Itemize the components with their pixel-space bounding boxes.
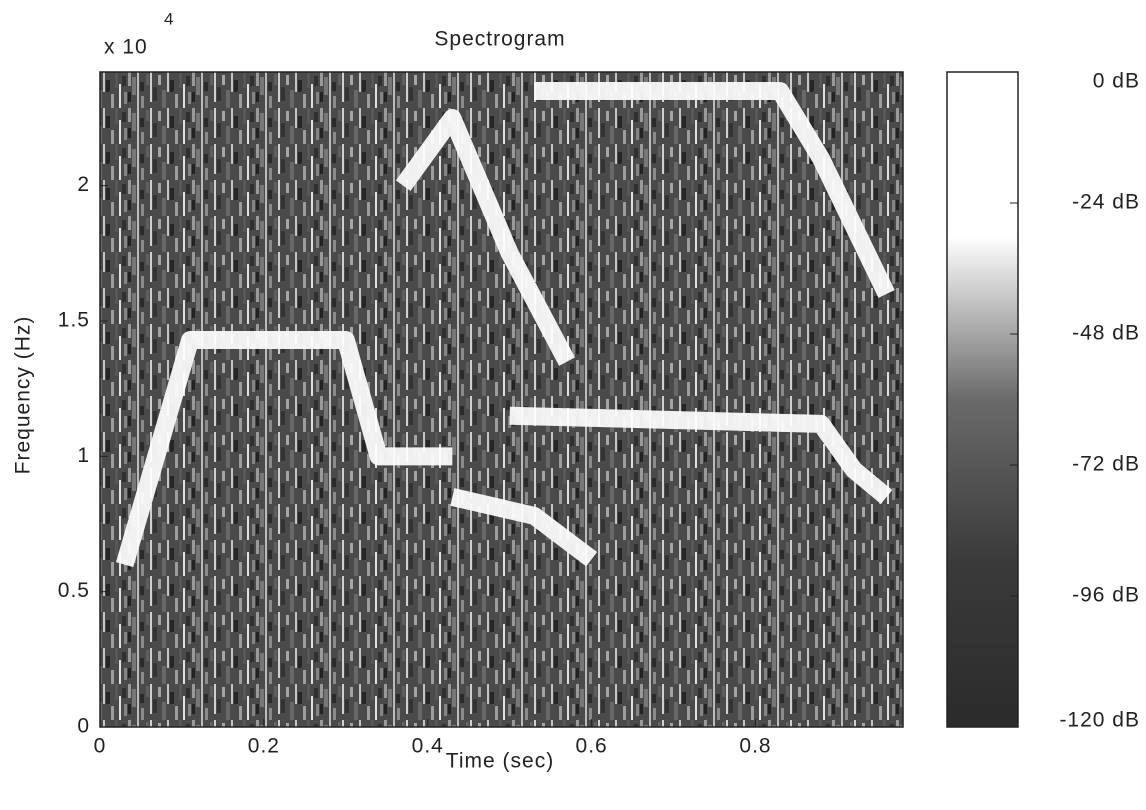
spectral-ridge (395, 109, 576, 366)
x-tick-label: 0.2 (248, 735, 280, 758)
spectral-ridge (115, 330, 453, 568)
colorbar-tick-label: -72 dB (1072, 453, 1140, 476)
y-multiplier: x 10 (104, 36, 148, 59)
spectrogram-image (100, 72, 903, 727)
colorbar-tick-label: 0 dB (1093, 70, 1140, 93)
y-tick-label: 2 (77, 173, 90, 196)
colorbar (946, 71, 1019, 728)
spectral-ridge (450, 488, 598, 567)
spectral-ridge (509, 406, 893, 504)
x-axis-label: Time (sec) (446, 750, 554, 773)
y-tick-label: 1.5 (58, 309, 90, 332)
colorbar-tick-label: -120 dB (1059, 709, 1140, 732)
plot-frame (99, 71, 904, 728)
x-tick-label: 0.4 (412, 735, 444, 758)
colorbar-tick-label: -24 dB (1072, 191, 1140, 214)
x-tick-label: 0.6 (576, 735, 608, 758)
chart-title: Spectrogram (434, 28, 565, 51)
y-tick-label: 0 (77, 715, 90, 738)
y-axis-label: Frequency (Hz) (12, 316, 35, 475)
x-tick-label: 0 (94, 735, 107, 758)
y-tick-label: 0.5 (58, 579, 90, 602)
x-tick-label: 0.8 (739, 735, 771, 758)
spectral-ridge (534, 81, 895, 298)
y-tick-label: 1 (77, 444, 90, 467)
colorbar-tick-label: -96 dB (1072, 584, 1140, 607)
colorbar-tick-label: -48 dB (1072, 322, 1140, 345)
y-multiplier-exponent: 4 (164, 9, 174, 28)
